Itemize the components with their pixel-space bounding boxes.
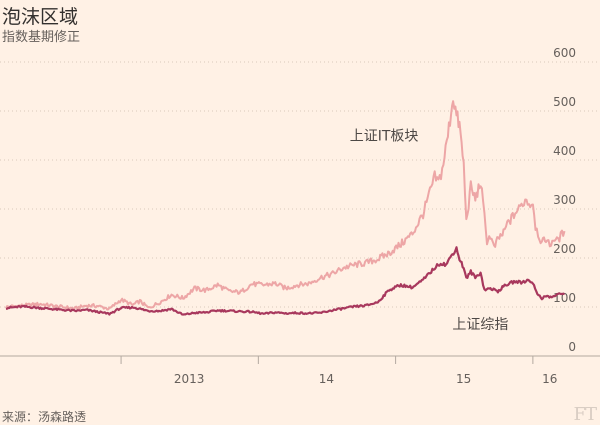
- y-tick-label: 400: [553, 144, 576, 158]
- y-tick-label: 0: [568, 340, 576, 354]
- source-note: 来源：汤森路透: [2, 410, 87, 424]
- y-tick-label: 500: [553, 95, 576, 109]
- gridlines: [0, 61, 600, 357]
- y-tick-label: 100: [553, 291, 576, 305]
- x-tick-label: 14: [319, 372, 334, 386]
- chart-subtitle: 指数基期修正: [2, 30, 81, 45]
- y-tick-label: 600: [553, 46, 576, 60]
- series-lines: [5, 100, 566, 316]
- ft-logo: FT: [573, 404, 597, 425]
- series-annotation-1: 上证IT板块: [350, 128, 419, 144]
- y-tick-label: 300: [553, 193, 576, 207]
- x-tick-label: 2013: [174, 372, 205, 386]
- y-tick-label: 200: [553, 242, 576, 256]
- x-tick-label: 16: [542, 372, 557, 386]
- series-line-2: [5, 246, 566, 316]
- chart-title: 泡沫区域: [2, 6, 79, 28]
- series-line-1: [5, 100, 566, 311]
- x-axis: 2013 14 15 16: [120, 356, 557, 386]
- series-annotation-2: 上证综指: [452, 317, 508, 333]
- y-axis-ticks: 0 100 200 300 400 500 600: [553, 46, 576, 354]
- x-tick-label: 15: [456, 372, 471, 386]
